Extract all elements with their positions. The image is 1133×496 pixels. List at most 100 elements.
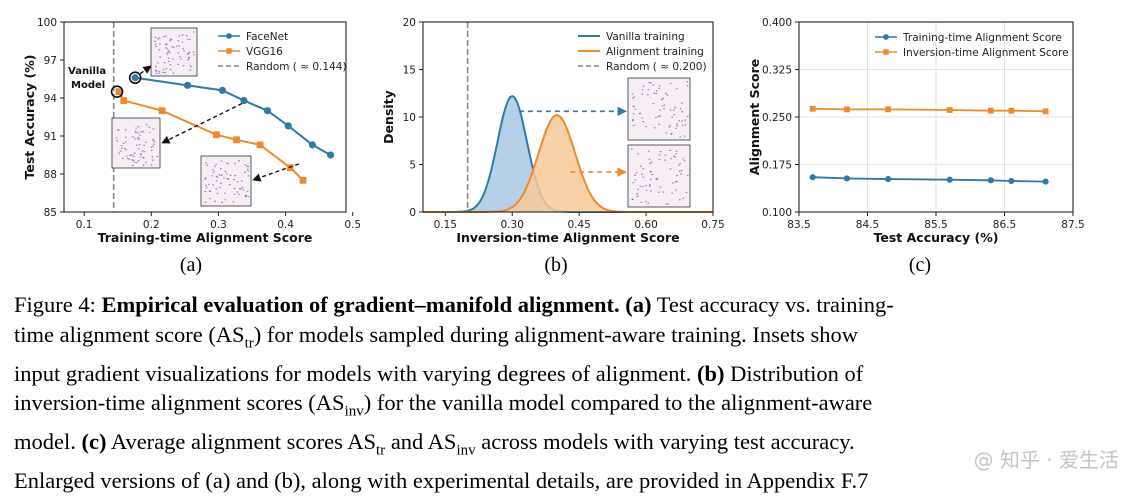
inset-pixel	[236, 191, 239, 193]
inset-pixel	[137, 136, 139, 139]
inset-pixel	[117, 129, 119, 131]
inset-pixel	[664, 92, 667, 95]
inset-pixel	[681, 111, 684, 113]
inset-pixel	[224, 192, 226, 194]
x-tick-label: 85.5	[924, 219, 947, 231]
inset-pixel	[119, 150, 122, 152]
inset-pixel	[205, 162, 207, 164]
data-point	[844, 106, 850, 113]
figure-caption: Figure 4: Empirical evaluation of gradie…	[14, 290, 1120, 496]
annotation-model: Model	[71, 80, 105, 91]
inset-pixel	[205, 187, 208, 189]
caption-text: time alignment score (AS	[14, 321, 245, 347]
inset-pixel	[676, 174, 678, 177]
inset-pixel	[637, 153, 639, 155]
x-tick-label: 0.15	[434, 219, 457, 231]
inset-pixel	[178, 35, 180, 37]
caption-line: Figure 4: Empirical evaluation of gradie…	[14, 290, 1120, 320]
inset-pixel	[631, 198, 634, 201]
inset-pixel	[649, 82, 652, 84]
x-tick-label: 0.3	[210, 219, 227, 231]
subfigure-label: (c)	[909, 254, 931, 276]
inset-pixel	[667, 203, 669, 205]
inset-pixel	[150, 164, 153, 166]
inset-pixel	[686, 174, 689, 177]
inset-pixel	[179, 56, 181, 58]
inset-pixel	[167, 51, 169, 53]
inset-pixel	[115, 137, 118, 139]
inset-pixel	[128, 158, 130, 160]
inset-pixel	[648, 81, 651, 84]
inset-pixel	[188, 51, 191, 53]
inset-pixel	[152, 138, 155, 140]
inset-pixel	[142, 131, 145, 133]
y-tick-label: 88	[44, 169, 57, 181]
inset-pixel	[665, 203, 668, 205]
inset-pixel	[212, 171, 215, 173]
inset-pixel	[674, 106, 676, 109]
data-point	[158, 107, 166, 115]
inset-pixel	[220, 182, 222, 184]
x-axis-label: Test Accuracy (%)	[874, 230, 999, 245]
inset-pixel	[640, 165, 642, 167]
y-axis-label: Alignment Score	[747, 59, 762, 175]
inset-pixel	[189, 65, 191, 67]
inset-pixel	[223, 177, 225, 179]
inset-pixel	[166, 53, 168, 55]
inset-pixel	[172, 72, 175, 74]
inset-pixel	[246, 190, 249, 193]
inset-pixel	[675, 127, 677, 129]
inset-pixel	[645, 125, 648, 128]
inset-pixel	[234, 174, 236, 177]
inset-pixel	[181, 41, 184, 43]
inset-pixel	[684, 124, 687, 126]
inset-pixel	[182, 64, 185, 67]
inset-pixel	[204, 190, 207, 193]
inset-arrow	[161, 102, 243, 144]
caption-text: ) for the vanilla model compared to the …	[363, 390, 873, 415]
inset-pixel	[244, 171, 246, 173]
inset-pixel	[158, 72, 161, 74]
inset-pixel	[672, 182, 674, 184]
inset-pixel	[189, 69, 192, 71]
inset-pixel	[642, 168, 644, 170]
x-axis-label: Inversion-time Alignment Score	[456, 230, 679, 245]
inset-pixel	[131, 159, 134, 161]
inset-pixel	[163, 62, 166, 64]
legend-marker	[883, 49, 889, 55]
vanilla-highlight	[110, 85, 124, 98]
x-tick-label: 0.30	[501, 219, 524, 231]
inset-pixel	[653, 92, 655, 94]
caption-subscript: tr	[376, 442, 386, 459]
inset-gradient	[627, 77, 691, 141]
x-tick-label: 86.5	[993, 219, 1016, 231]
legend-marker	[226, 33, 232, 39]
inset-pixel	[635, 172, 638, 174]
inset-pixel	[193, 54, 195, 56]
inset-pixel	[678, 120, 680, 122]
inset-pixel	[214, 200, 217, 202]
inset-pixel	[187, 56, 190, 58]
inset-pixel	[647, 150, 650, 152]
inset-pixel	[211, 175, 213, 177]
caption-line: Enlarged versions of (a) and (b), along …	[14, 466, 1120, 496]
inset-pixel	[233, 187, 236, 190]
inset-pixel	[204, 178, 206, 180]
inset-pixel	[632, 124, 635, 127]
inset-pixel	[247, 175, 250, 177]
inset-pixel	[137, 132, 139, 134]
inset-pixel	[173, 46, 175, 48]
data-point	[213, 131, 220, 139]
legend-label: Training-time Alignment Score	[902, 32, 1062, 44]
inset-pixel	[233, 178, 235, 181]
inset-pixel	[141, 150, 144, 152]
inset-pixel	[245, 195, 248, 197]
inset-pixel	[164, 43, 167, 46]
inset-pixel	[639, 185, 642, 187]
inset-pixel	[143, 150, 146, 153]
inset-pixel	[224, 199, 227, 201]
inset-pixel	[218, 174, 220, 176]
x-tick-label: 0.45	[567, 219, 590, 231]
data-point	[1008, 177, 1015, 185]
caption-text: Enlarged versions of (a) and (b), along …	[14, 468, 869, 493]
